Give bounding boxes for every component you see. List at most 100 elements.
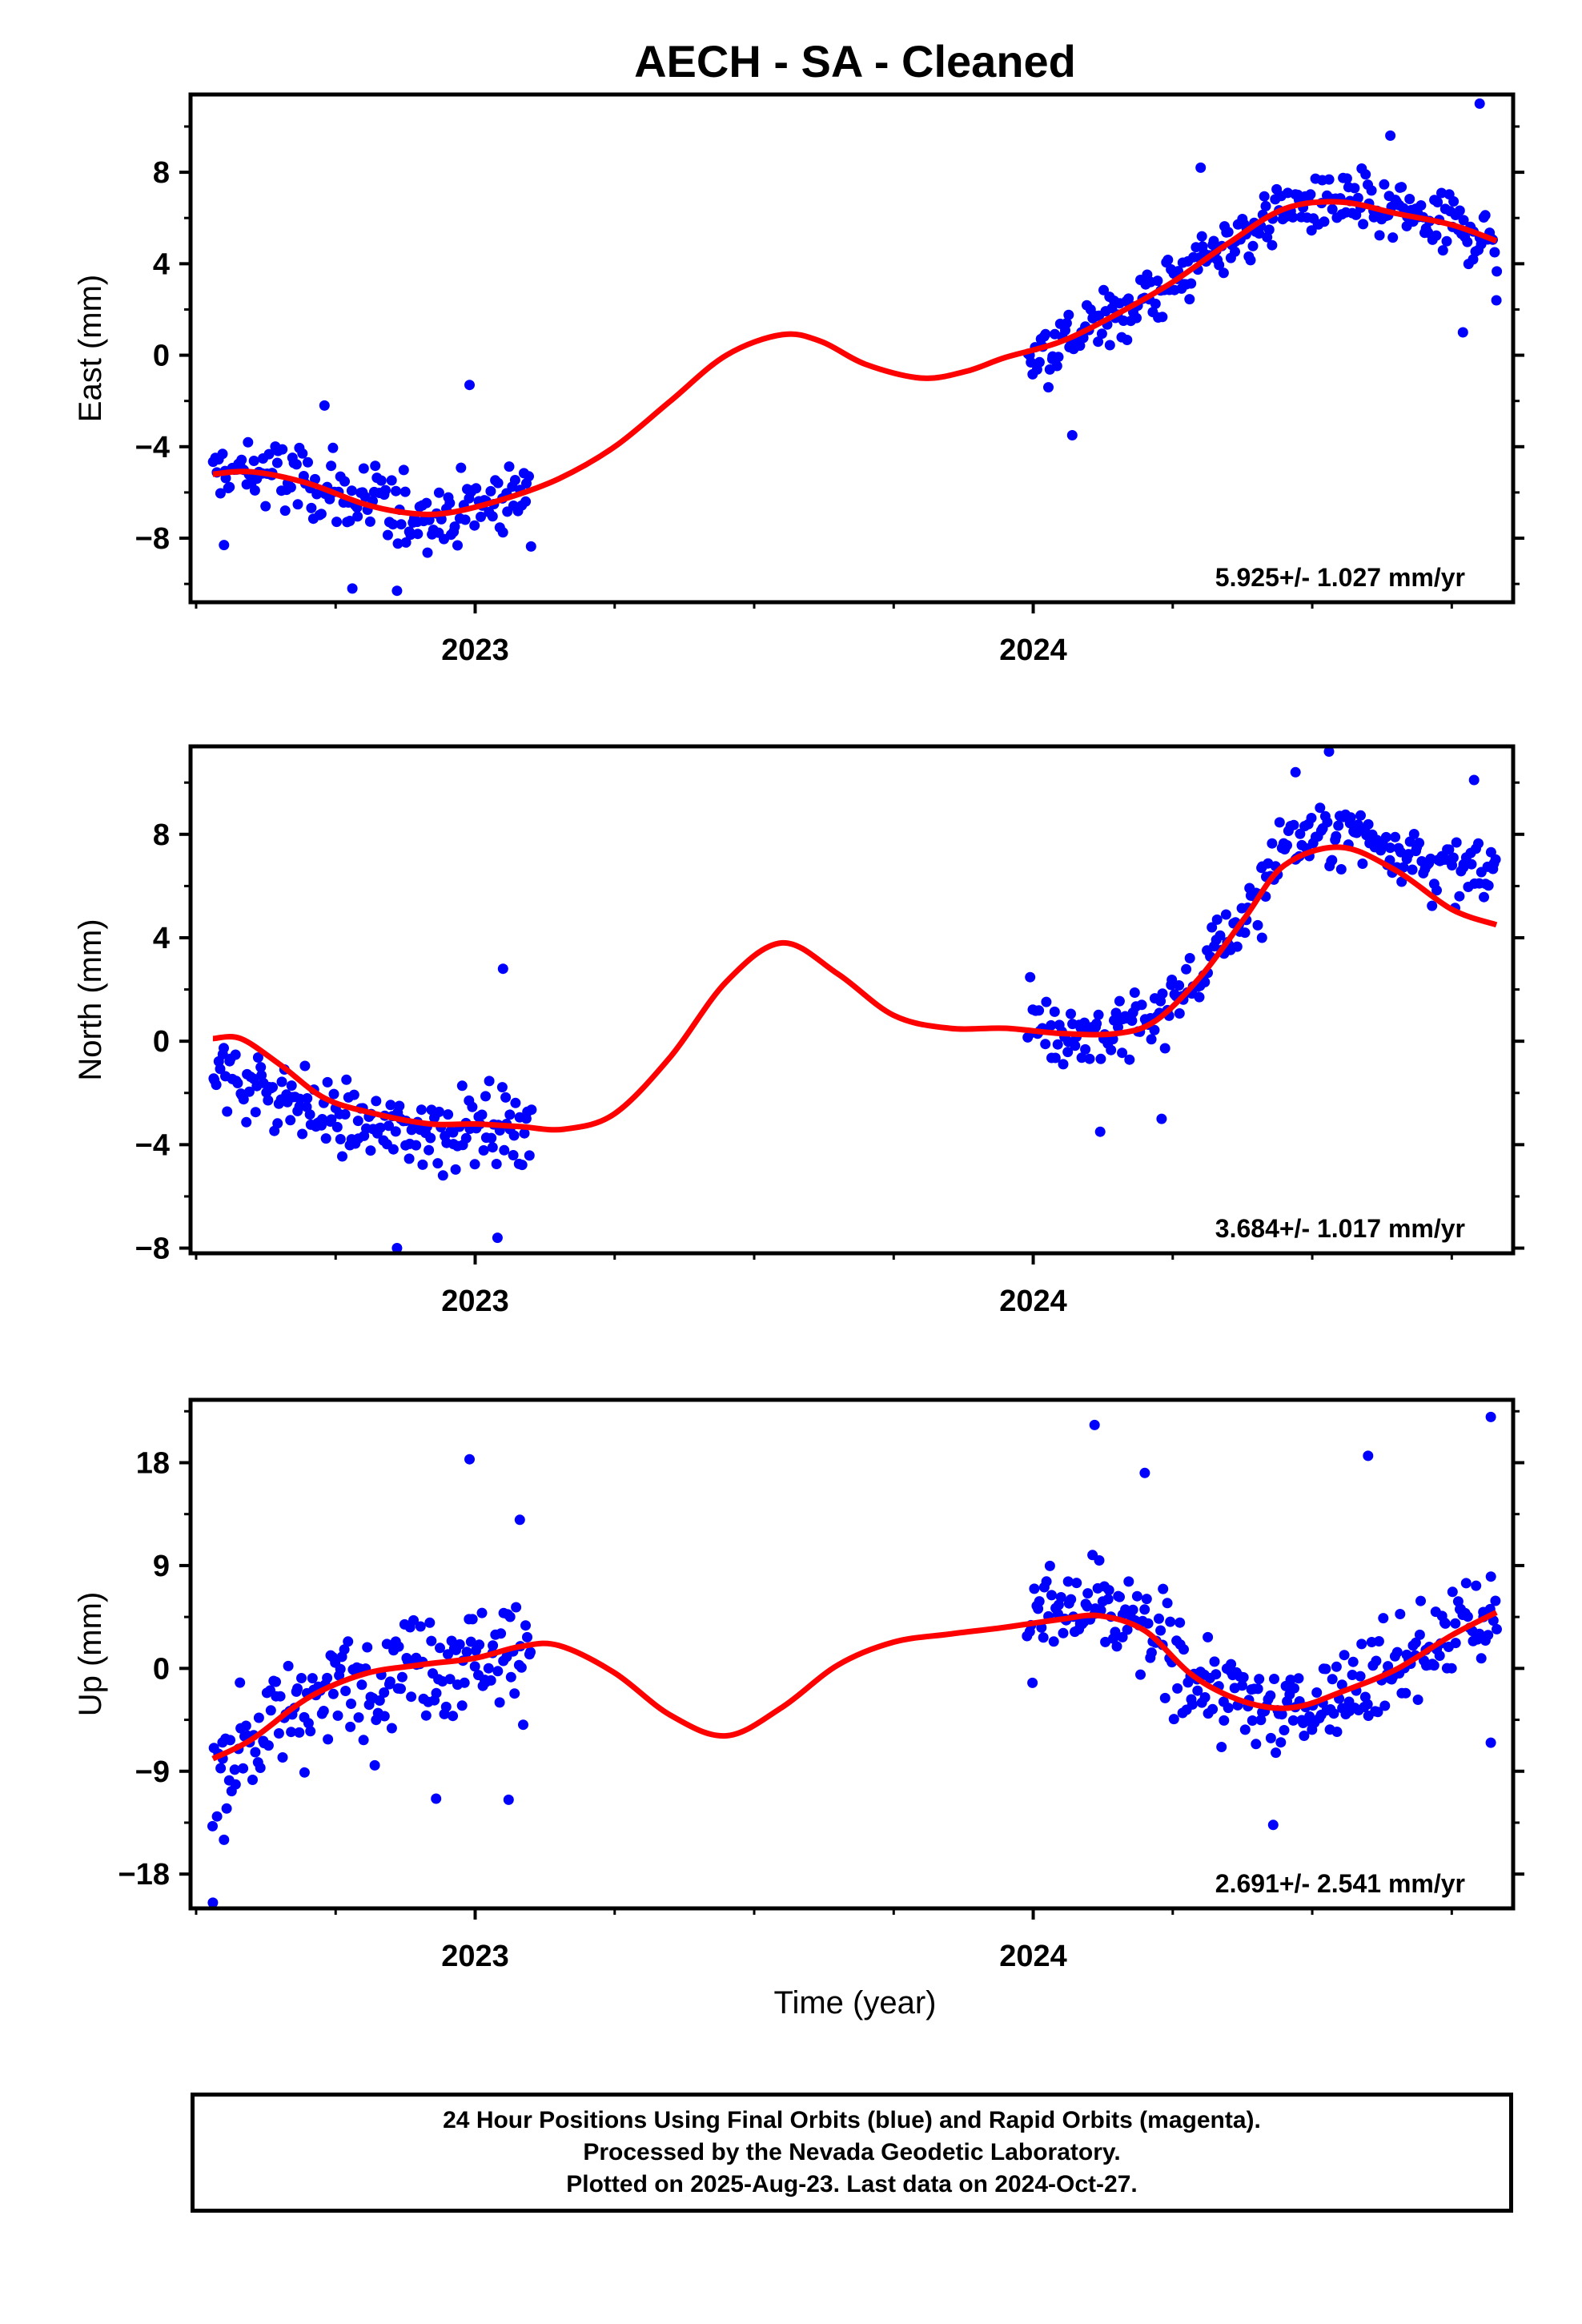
up-data-point	[1089, 1419, 1100, 1430]
east-data-point	[392, 538, 404, 549]
up-data-point	[1062, 1576, 1074, 1587]
north-data-point	[487, 1142, 498, 1153]
up-xtick-label: 2023	[441, 1940, 509, 1973]
up-data-point	[1373, 1636, 1384, 1647]
east-data-point	[219, 540, 230, 551]
north-data-point	[230, 1049, 241, 1060]
up-data-point	[1186, 1699, 1198, 1710]
east-data-point	[1026, 357, 1037, 368]
up-data-point	[207, 1820, 218, 1831]
up-data-point	[1485, 1571, 1496, 1582]
north-data-point	[352, 1116, 363, 1127]
up-data-point	[339, 1644, 350, 1655]
north-data-point	[1149, 1024, 1160, 1035]
east-data-point	[1404, 194, 1415, 204]
east-data-point	[1157, 312, 1168, 323]
east-data-point	[1260, 200, 1271, 211]
up-data-point	[1223, 1703, 1234, 1714]
north-data-point	[1380, 831, 1391, 842]
east-ylabel: East (mm)	[73, 275, 108, 422]
north-data-point	[1398, 862, 1409, 873]
east-data-point	[1287, 211, 1299, 223]
north-data-point	[1479, 891, 1489, 903]
north-data-point	[1390, 831, 1401, 842]
north-data-point	[524, 1150, 535, 1161]
east-data-point	[412, 529, 424, 540]
up-data-point	[1450, 1618, 1461, 1629]
up-data-point	[1199, 1692, 1211, 1703]
east-data-point	[1043, 382, 1054, 393]
north-data-point	[1025, 971, 1036, 983]
up-data-point	[474, 1639, 485, 1651]
up-data-point	[296, 1673, 307, 1683]
east-data-point	[327, 442, 339, 453]
east-data-point	[339, 476, 350, 487]
up-data-point	[240, 1720, 251, 1731]
up-data-point	[1034, 1596, 1045, 1607]
up-data-point	[1071, 1578, 1082, 1589]
up-data-point	[1100, 1636, 1111, 1647]
north-data-point	[1454, 891, 1465, 902]
east-data-point	[217, 448, 228, 460]
up-data-point	[1395, 1609, 1406, 1619]
east-data-point	[1131, 312, 1142, 324]
east-data-point	[306, 502, 317, 513]
up-data-point	[1450, 1638, 1461, 1649]
east-data-point	[524, 471, 534, 482]
east-data-point	[1437, 245, 1448, 256]
east-data-point	[248, 456, 259, 466]
east-data-point	[1462, 236, 1473, 247]
up-data-point	[1029, 1583, 1040, 1594]
up-data-point	[408, 1614, 419, 1626]
up-data-point	[1159, 1692, 1170, 1703]
footer-line-3: Plotted on 2025-Aug-23. Last data on 202…	[566, 2171, 1138, 2197]
east-data-point	[422, 547, 433, 558]
up-data-point	[1237, 1680, 1247, 1691]
up-data-point	[1331, 1727, 1343, 1737]
north-data-point	[1363, 818, 1374, 830]
up-data-point	[1485, 1411, 1496, 1422]
east-data-point	[497, 527, 508, 538]
east-data-point	[297, 448, 308, 459]
east-data-point	[485, 485, 496, 497]
north-data-point	[1049, 1006, 1060, 1017]
up-data-point	[426, 1635, 437, 1647]
north-panel: −8 −4 0 4 8 2023 2024 North (mm) 3.684+/- 1.01…	[73, 744, 1524, 1318]
up-data-point	[1252, 1683, 1263, 1695]
north-data-point	[375, 1122, 386, 1133]
east-data-point	[1245, 255, 1256, 266]
up-data-point	[1165, 1616, 1176, 1627]
footer-line-1: 24 Hour Positions Using Final Orbits (bl…	[443, 2107, 1261, 2133]
north-data-point	[480, 1091, 491, 1102]
east-data-point	[347, 583, 358, 594]
up-data-point	[467, 1614, 478, 1625]
north-fit-line	[212, 844, 1498, 1133]
up-data-point	[1141, 1594, 1152, 1605]
up-data-point	[356, 1679, 367, 1691]
north-data-point	[1070, 1040, 1081, 1051]
north-data-point	[499, 1144, 510, 1156]
north-data-point	[1408, 829, 1419, 839]
north-data-point	[263, 1095, 274, 1106]
north-data-point	[417, 1159, 428, 1170]
north-data-point	[1076, 1052, 1087, 1063]
up-data-point	[1372, 1707, 1383, 1718]
north-ytick-label: 4	[153, 922, 170, 955]
up-panel: −18 −9 0 9 18 2023 2024 Up (mm) 2.691+/- 2.541…	[73, 1397, 1524, 1973]
up-data-point	[303, 1718, 314, 1729]
up-data-point	[522, 1631, 532, 1642]
east-data-point	[1360, 169, 1371, 180]
up-data-point	[1362, 1699, 1373, 1710]
up-data-point	[219, 1834, 230, 1845]
east-plot-frame	[188, 92, 1516, 605]
north-data-point	[1080, 1043, 1091, 1055]
up-axes: −18 −9 0 9 18 2023 2024	[118, 1409, 1524, 1973]
north-data-point	[478, 1145, 489, 1156]
north-data-point	[317, 1114, 327, 1124]
east-data-point	[1436, 187, 1447, 199]
east-data-point	[1492, 266, 1503, 277]
up-fit-line	[211, 1610, 1498, 1762]
east-ytick-label: −4	[135, 431, 170, 464]
up-ytick-label: −9	[135, 1755, 170, 1789]
up-data-point	[1254, 1674, 1265, 1685]
